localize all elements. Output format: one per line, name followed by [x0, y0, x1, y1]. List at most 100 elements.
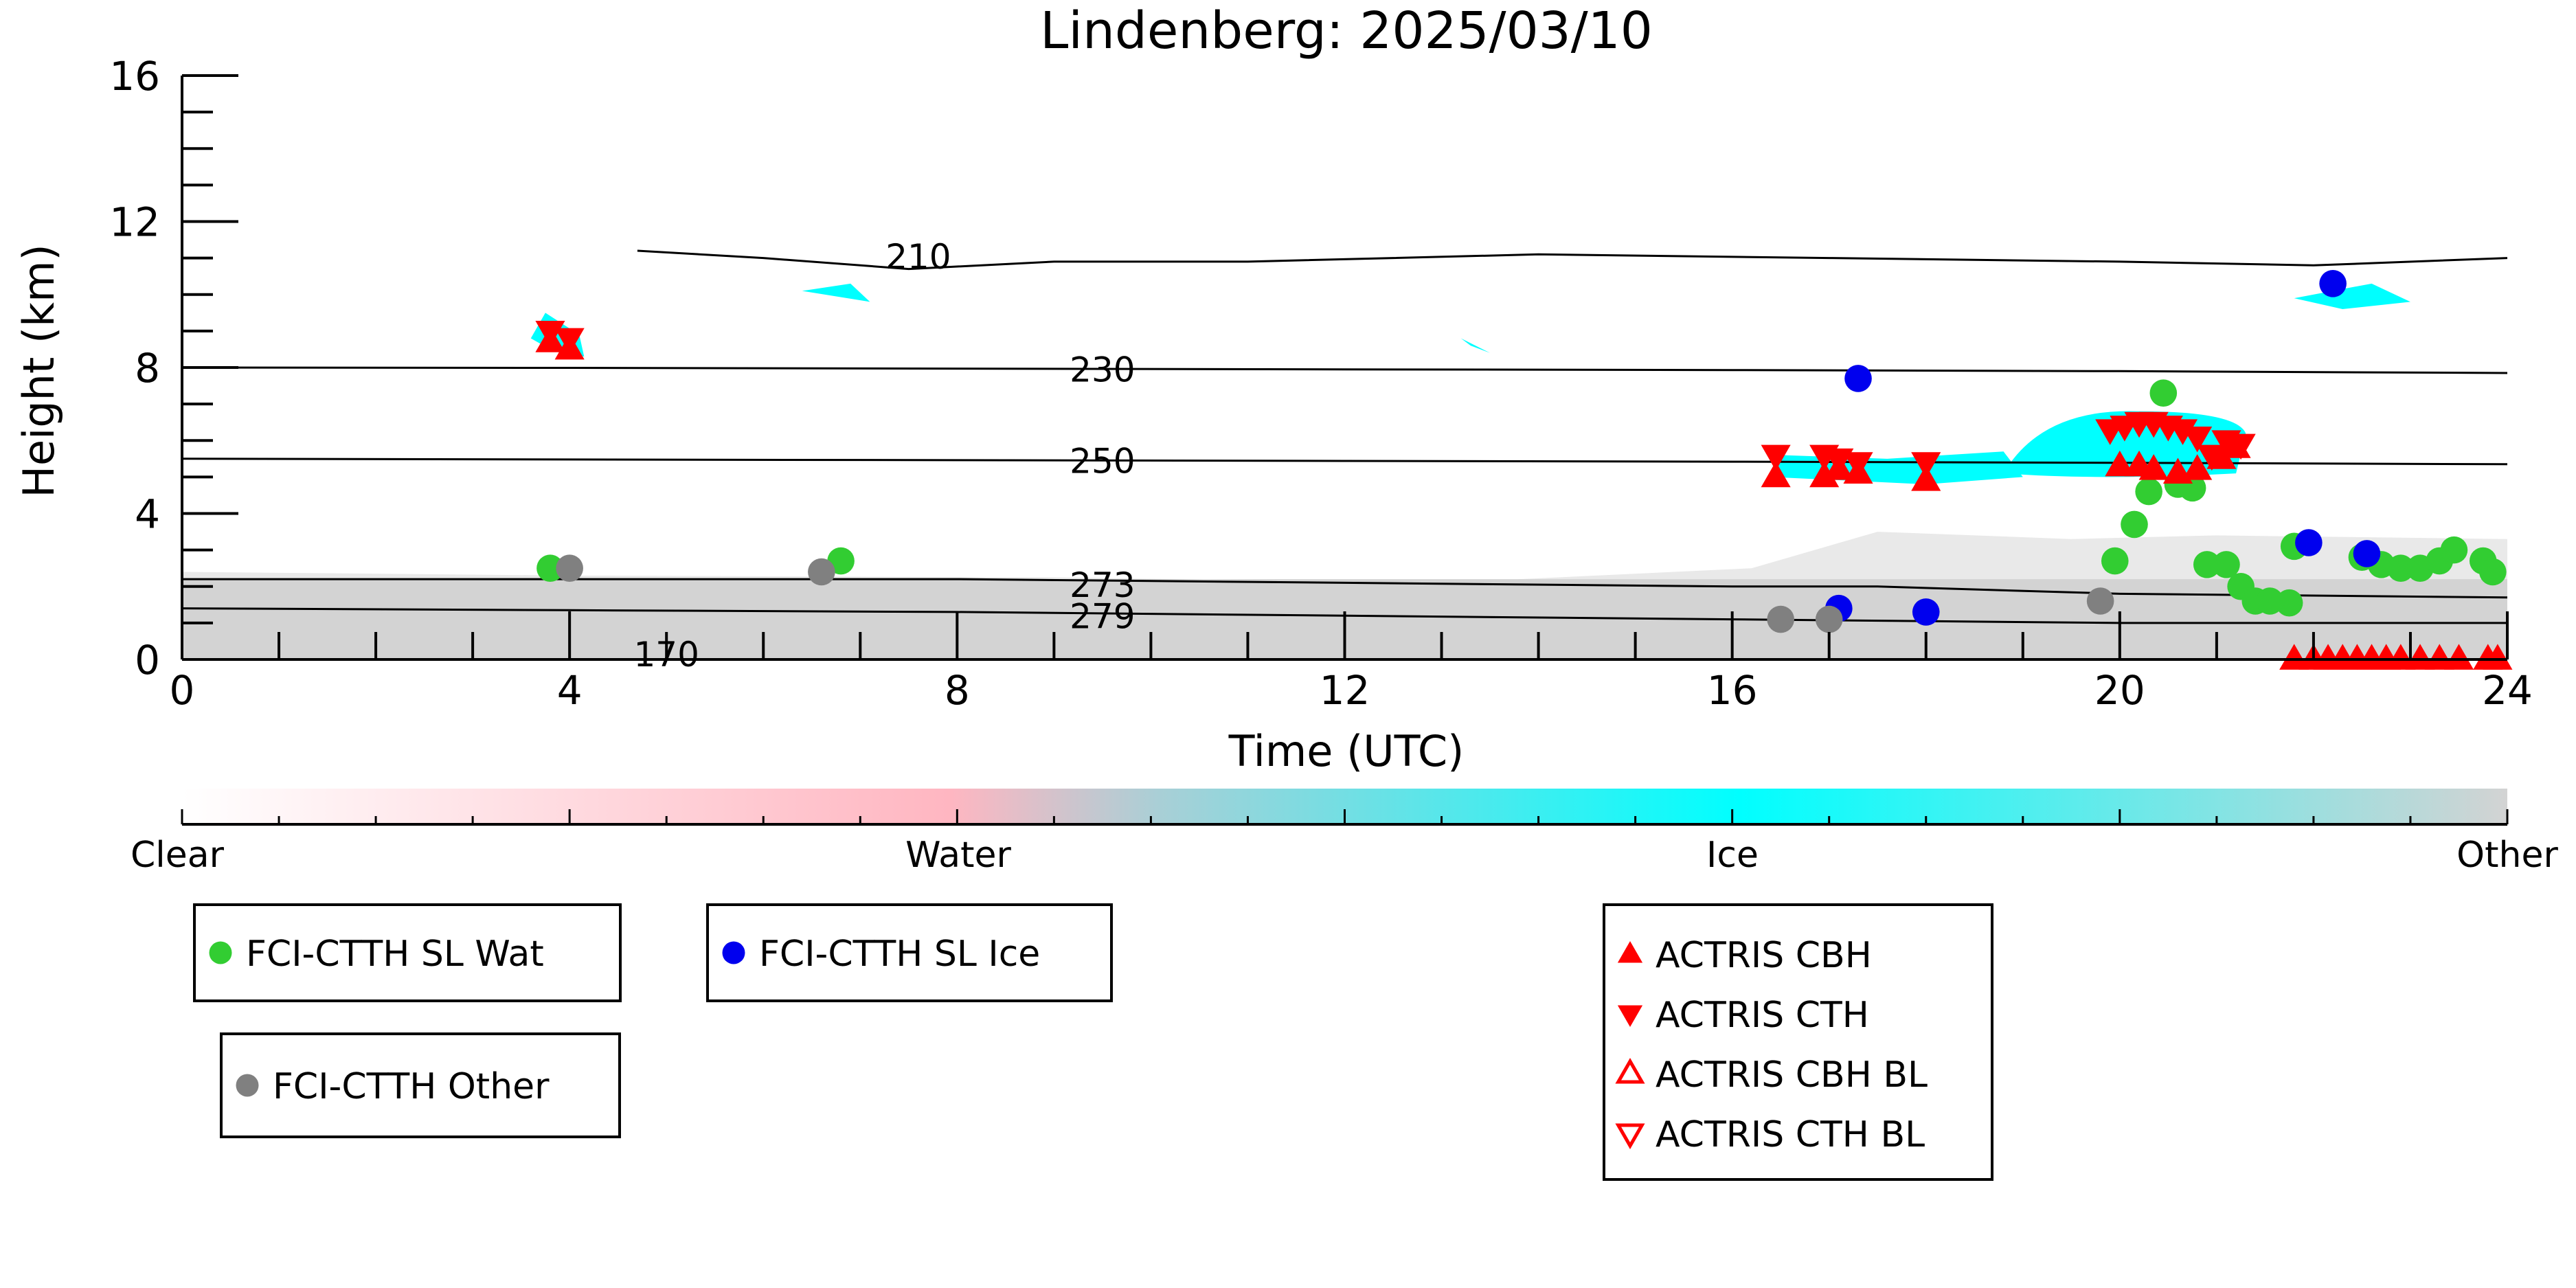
legend-marker: [1617, 1005, 1643, 1028]
data-point: [2279, 644, 2309, 670]
data-point: [2135, 477, 2162, 506]
data-point: [2101, 547, 2129, 575]
data-point: [2121, 510, 2148, 539]
cloud-type-colorbar: Clear Water Ice Other: [131, 789, 2558, 876]
data-point: [1843, 452, 1873, 478]
data-point: [2479, 558, 2507, 586]
data-point: [535, 320, 565, 347]
x-tick-label-8: 8: [945, 667, 970, 714]
legend-marker: [722, 941, 745, 964]
legend-entry-label: FCI-CTTH SL Ice: [759, 934, 1040, 975]
legend-entry-label: FCI-CTTH Other: [273, 1066, 550, 1107]
data-point: [808, 558, 835, 586]
series-fci-ctth-other: [556, 554, 2114, 633]
ice-patch-high-a: [802, 283, 870, 302]
data-point: [2226, 433, 2256, 460]
legend-box-2: FCI-CTTH SL Ice: [706, 903, 1113, 1002]
legends: FCI-CTTH SL Wat FCI-CTTH SL Ice FCI-CTTH O…: [193, 903, 1993, 1181]
legend-entry-label: ACTRIS CTH: [1656, 995, 1869, 1036]
data-point: [2353, 540, 2381, 567]
colorbar-label-clear: Clear: [131, 835, 225, 876]
x-tick-label-24: 24: [2482, 667, 2533, 714]
legend-marker: [236, 1074, 259, 1097]
data-point: [2387, 554, 2415, 582]
colorbar-ticks: [181, 809, 2509, 826]
series-fci-ctth-sl-ice: [1825, 270, 2381, 626]
axes: 0 4 8 12 16 20 24 0 4 8 12 16: [109, 53, 2533, 714]
legend-box-3: FCI-CTTH Other: [220, 1032, 621, 1138]
contour-line-210: [637, 249, 2508, 271]
data-point: [2319, 270, 2347, 297]
legend-marker: [1615, 1123, 1645, 1150]
legend-entry-label: ACTRIS CBH BL: [1656, 1054, 1928, 1096]
x-tick-label-20: 20: [2094, 667, 2145, 714]
data-point: [2138, 454, 2169, 480]
contour-label-250: 250: [1070, 441, 1135, 481]
data-point: [1911, 465, 1941, 491]
data-point: [554, 328, 585, 354]
legend-marker: [1615, 1057, 1645, 1084]
contour-label-210: 210: [885, 237, 951, 277]
legend-box-4: ACTRIS CBH ACTRIS CTH ACTRIS CBH BL ACTRIS …: [1603, 903, 1993, 1181]
legend-box-1: FCI-CTTH SL Wat: [193, 903, 622, 1002]
data-point: [2386, 644, 2416, 670]
data-point: [2405, 644, 2435, 670]
colorbar-label-other: Other: [2456, 835, 2558, 876]
data-point: [536, 554, 564, 582]
data-point: [2295, 529, 2323, 556]
data-point: [2440, 536, 2468, 564]
ice-patch-high-c: [2294, 283, 2410, 309]
y-axis-label: Height (km): [14, 244, 64, 497]
data-point: [1911, 452, 1941, 478]
legend-frame: [220, 1032, 621, 1138]
contour-label-273: 273: [1070, 565, 1135, 605]
legend-entry-label: ACTRIS CTH BL: [1656, 1114, 1925, 1155]
x-tick-label-16: 16: [1707, 667, 1758, 714]
colorbar-label-water: Water: [905, 835, 1011, 876]
data-point: [2424, 644, 2454, 670]
data-markers: [535, 270, 2513, 670]
series-actris-cth: [535, 320, 2256, 478]
x-tick-label-12: 12: [1320, 667, 1370, 714]
data-point: [2193, 551, 2221, 578]
colorbar-label-ice: Ice: [1706, 835, 1759, 876]
data-point: [1912, 598, 1940, 626]
y-tick-label-16: 16: [109, 53, 160, 100]
legend-frame: [706, 903, 1113, 1002]
data-point: [2275, 589, 2303, 617]
contour-label-279: 279: [1070, 596, 1135, 636]
data-point: [1761, 461, 1791, 488]
data-point: [1761, 444, 1791, 471]
data-point: [556, 554, 583, 582]
ice-patch-left: [1771, 451, 2023, 484]
legend-frame: [1603, 903, 1993, 1181]
data-point: [1767, 605, 1794, 633]
data-point: [2443, 644, 2474, 670]
y-tick-label-12: 12: [109, 199, 160, 246]
contour-label-230: 230: [1070, 350, 1135, 390]
legend-entry-label: FCI-CTTH SL Wat: [246, 934, 544, 975]
legend-marker: [209, 941, 232, 964]
legend-frame: [193, 903, 622, 1002]
data-point: [2149, 379, 2178, 407]
data-point: [2182, 427, 2213, 453]
chart-title: Lindenberg: 2025/03/10: [1040, 1, 1653, 60]
legend-entry-label: ACTRIS CBH: [1656, 935, 1872, 976]
x-tick-label-0: 0: [170, 667, 195, 714]
y-tick-label-8: 8: [135, 345, 160, 392]
data-point: [2483, 644, 2513, 670]
legend-marker: [1617, 940, 1643, 963]
x-axis-label: Time (UTC): [1228, 726, 1465, 776]
data-point: [1815, 605, 1843, 633]
ice-patch-high-b: [1460, 338, 1491, 353]
contour-line-273: [182, 578, 2508, 599]
y-tick-label-0: 0: [135, 637, 160, 683]
data-point: [2105, 450, 2135, 477]
data-point: [2213, 551, 2240, 578]
data-point: [1844, 365, 1872, 392]
y-tick-label-4: 4: [135, 491, 160, 538]
data-point: [2197, 444, 2227, 471]
x-tick-label-4: 4: [557, 667, 583, 714]
data-point: [2086, 587, 2114, 615]
